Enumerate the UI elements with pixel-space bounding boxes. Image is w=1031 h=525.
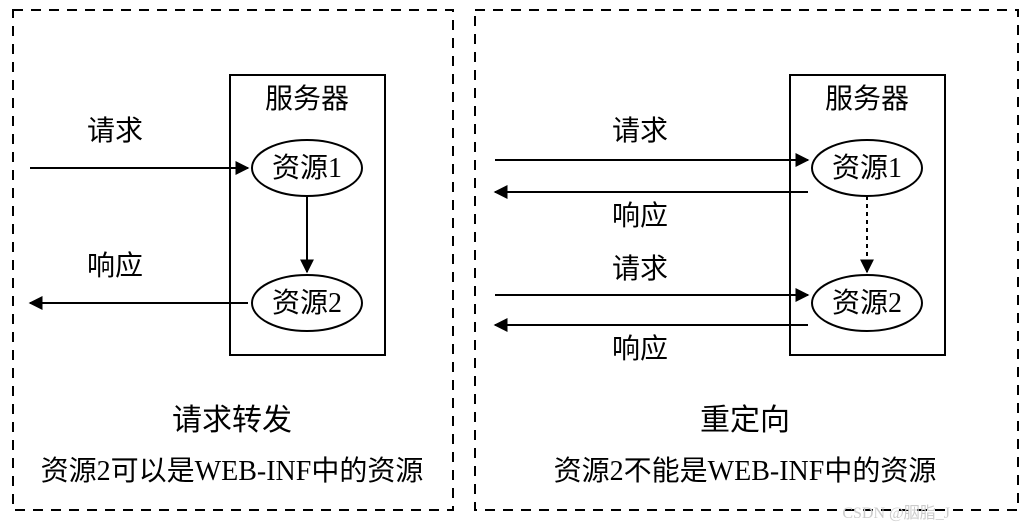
left-request-label: 请求 xyxy=(87,115,143,147)
right-response2-label: 响应 xyxy=(612,333,668,365)
right-request2-label: 请求 xyxy=(612,253,668,285)
left-server-label: 服务器 xyxy=(265,83,349,115)
right-server-label: 服务器 xyxy=(825,83,909,115)
right-response1-label: 响应 xyxy=(612,200,668,232)
right-subtitle: 资源2不能是WEB-INF中的资源 xyxy=(554,455,937,487)
left-response-label: 响应 xyxy=(87,250,143,282)
left-resource2-label: 资源2 xyxy=(272,287,342,319)
right-title: 重定向 xyxy=(700,404,790,437)
watermark: CSDN @胭脂_J xyxy=(842,504,950,522)
left-title: 请求转发 xyxy=(172,404,292,437)
left-resource1-label: 资源1 xyxy=(272,152,342,184)
right-resource2-label: 资源2 xyxy=(832,287,902,319)
right-request1-label: 请求 xyxy=(612,115,668,147)
right-resource1-label: 资源1 xyxy=(832,152,902,184)
left-subtitle: 资源2可以是WEB-INF中的资源 xyxy=(41,455,424,487)
